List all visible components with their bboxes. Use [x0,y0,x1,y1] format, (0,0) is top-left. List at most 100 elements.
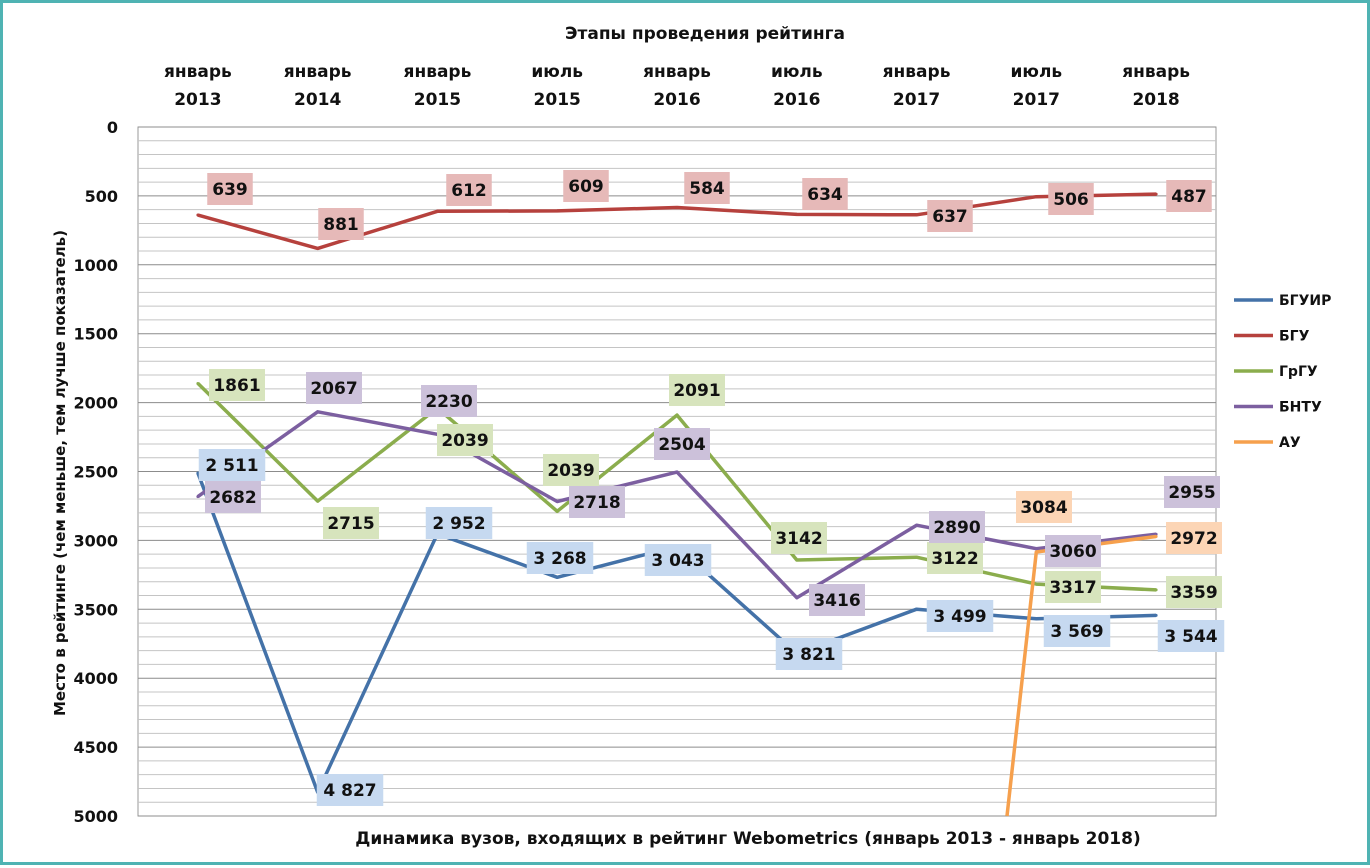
data-label: 3142 [775,529,822,549]
data-point [1034,617,1038,621]
axes: 0 500 1000 1500 2000 2500 3000 3500 4000 4500 5000… [73,62,1190,826]
legend: БГУИР БГУ ГрГУ БНТУ АУ [1234,293,1331,451]
x-tick-label-month: январь [643,62,711,82]
data-label-bg [926,600,994,632]
data-label-bg [316,774,384,806]
data-label: 3122 [931,549,978,569]
data-label: 2890 [933,518,980,538]
data-point [915,555,919,559]
data-label-bg [1045,571,1101,603]
y-tick-label: 2500 [73,463,118,482]
legend-label: БНТУ [1279,400,1322,416]
data-point [795,558,799,562]
data-label-bg [1016,491,1072,523]
data-point [555,575,559,579]
x-tick-label-month: январь [1122,62,1190,82]
data-label-bg [437,424,493,456]
x-tick-label-month: январь [284,62,352,82]
y-axis-title: Место в рейтинге (чем меньше, тем лучше … [51,230,69,716]
data-label: 487 [1171,187,1207,207]
data-label-bg [421,385,477,417]
data-label-bg [1048,183,1094,215]
data-label: 2504 [658,435,705,455]
x-tick-label-year: 2016 [653,90,700,110]
data-point [316,499,320,503]
data-point [555,500,559,504]
data-label: 2039 [441,431,488,451]
data-point [435,209,439,213]
x-tick-label-month: июль [531,62,583,82]
x-tick-label-month: январь [883,62,951,82]
data-label-bg [802,178,848,210]
data-point [196,213,200,217]
data-label: 3 043 [651,551,704,571]
data-label: 3 544 [1164,627,1217,647]
data-label: 609 [568,177,604,197]
y-tick-label: 4500 [73,738,118,757]
data-point [1154,535,1158,539]
data-label: 2715 [327,514,374,534]
data-label: 506 [1053,190,1089,210]
data-point [196,471,200,475]
data-point [675,205,679,209]
data-label: 612 [451,181,487,201]
data-label: 2091 [673,381,720,401]
data-label-bg [543,454,599,486]
x-tick-label-year: 2018 [1132,90,1179,110]
data-point [915,523,919,527]
y-tick-label: 5000 [73,807,118,826]
data-label-bg [205,481,261,513]
data-point [1154,613,1158,617]
data-label: 2067 [310,379,357,399]
data-label: 3359 [1170,583,1217,603]
chart-title: Этапы проведения рейтинга [565,24,845,44]
data-label-bg [425,507,493,539]
data-point [675,470,679,474]
data-label: 2972 [1170,529,1217,549]
data-label-bg [569,486,625,518]
data-point [1154,588,1158,592]
data-label-bg [563,170,609,202]
y-tick-label: 3500 [73,600,118,619]
data-label-bg [684,172,730,204]
data-label-bg [644,544,712,576]
legend-label: АУ [1279,435,1301,451]
data-label: 3084 [1020,498,1067,518]
data-label-bg [318,208,364,240]
data-label-bg [1166,180,1212,212]
y-tick-label: 4000 [73,669,118,688]
legend-label: ГрГУ [1279,364,1318,380]
data-label-bg [306,372,362,404]
data-label: 3416 [813,591,860,611]
data-point [316,246,320,250]
x-axis-title: Динамика вузов, входящих в рейтинг Webom… [355,829,1141,849]
data-label: 3 268 [533,549,586,569]
x-tick-label-year: 2017 [893,90,940,110]
data-label: 2955 [1168,483,1215,503]
data-label-bg [1166,522,1222,554]
data-point [1034,550,1038,554]
x-tick-label-year: 2015 [414,90,461,110]
data-point [555,509,559,513]
data-label: 2 511 [205,456,258,476]
data-label-bg [526,542,594,574]
data-label: 1861 [213,376,260,396]
x-tick-label-month: июль [771,62,823,82]
data-label-bg [809,584,865,616]
y-tick-label: 0 [107,118,118,137]
data-label-bg [1164,476,1220,508]
data-point [1034,582,1038,586]
y-tick-label: 1500 [73,325,118,344]
x-tick-label-year: 2015 [534,90,581,110]
data-label: 3 499 [933,607,986,627]
x-tick-label-month: январь [404,62,472,82]
data-label: 3 569 [1050,622,1103,642]
data-label-bg [198,449,266,481]
x-tick-label-month: январь [164,62,232,82]
data-label: 2718 [573,493,620,513]
x-tick-label-year: 2013 [174,90,221,110]
data-label-bg [654,428,710,460]
data-point [316,410,320,414]
data-point [196,381,200,385]
